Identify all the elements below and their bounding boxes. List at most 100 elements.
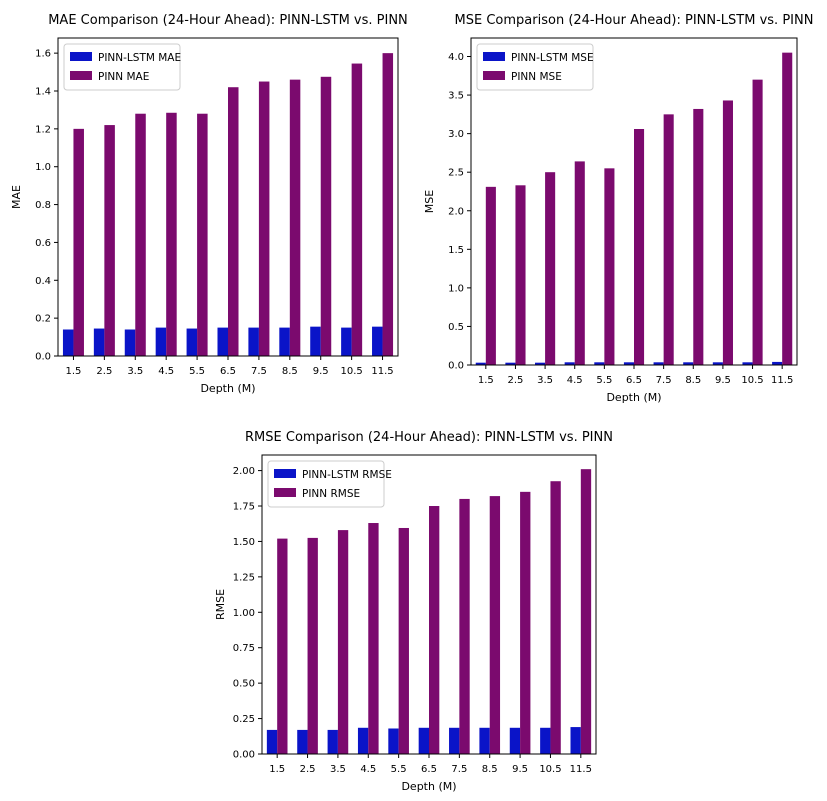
pinn-lstm-bar-8.5 [683, 362, 694, 365]
pinn-lstm-bar-1.5 [475, 362, 486, 365]
legend-label: PINN MAE [98, 71, 149, 83]
x-tick-label: 5.5 [391, 764, 407, 775]
legend-box [63, 43, 181, 91]
pinn-bar-5.5 [398, 527, 409, 754]
legend-swatch [274, 469, 296, 478]
y-tick-label: 0.25 [233, 714, 255, 725]
x-tick-label: 6.5 [626, 375, 642, 386]
pinn-bar-3.5 [545, 172, 556, 365]
x-tick-label: 7.5 [451, 764, 467, 775]
x-tick-label: 4.5 [360, 764, 376, 775]
legend-swatch [70, 71, 92, 80]
x-axis-label: Depth (M) [606, 391, 661, 404]
pinn-lstm-bar-4.5 [155, 327, 167, 356]
legend-box [476, 43, 594, 91]
x-tick-label: 6.5 [220, 366, 236, 377]
legend-label: PINN-LSTM RMSE [302, 469, 392, 481]
x-tick-label: 11.5 [570, 764, 592, 775]
y-axis-label: MSE [423, 190, 436, 213]
y-axis-label: MAE [10, 185, 23, 209]
y-tick-label: 0.00 [233, 750, 255, 761]
y-tick-label: 3.5 [448, 91, 464, 102]
pinn-bar-10.5 [550, 481, 561, 754]
pinn-lstm-bar-2.5 [297, 729, 308, 754]
pinn-bar-1.5 [73, 128, 84, 356]
pinn-bar-2.5 [307, 537, 318, 754]
pinn-lstm-bar-9.5 [712, 362, 723, 365]
pinn-lstm-bar-3.5 [535, 362, 546, 365]
x-tick-label: 10.5 [539, 764, 561, 775]
pinn-lstm-bar-2.5 [93, 328, 105, 356]
pinn-lstm-bar-10.5 [341, 327, 352, 356]
y-tick-label: 1.75 [233, 502, 255, 513]
y-tick-label: 0.75 [233, 643, 255, 654]
y-tick-label: 1.50 [233, 537, 255, 548]
legend-box [267, 460, 385, 508]
x-tick-label: 2.5 [300, 764, 316, 775]
pinn-lstm-bar-1.5 [62, 329, 74, 356]
x-tick-label: 8.5 [282, 366, 298, 377]
pinn-bar-8.5 [693, 108, 704, 366]
y-tick-label: 0.0 [35, 352, 51, 363]
pinn-lstm-bar-11.5 [372, 326, 383, 356]
pinn-lstm-bar-6.5 [623, 362, 634, 365]
x-tick-label: 10.5 [741, 375, 763, 386]
pinn-bar-7.5 [663, 114, 674, 366]
x-tick-label: 7.5 [251, 366, 267, 377]
pinn-lstm-bar-10.5 [540, 727, 551, 754]
y-tick-label: 0.50 [233, 679, 255, 690]
x-tick-label: 6.5 [421, 764, 437, 775]
pinn-bar-6.5 [228, 87, 239, 356]
pinn-lstm-bar-2.5 [505, 362, 516, 365]
pinn-lstm-bar-5.5 [186, 328, 198, 356]
pinn-bar-8.5 [489, 496, 501, 754]
y-tick-label: 0.4 [35, 276, 51, 287]
y-tick-label: 1.0 [35, 162, 51, 173]
pinn-lstm-bar-11.5 [570, 727, 581, 754]
pinn-lstm-bar-4.5 [564, 362, 575, 365]
x-tick-label: 10.5 [341, 366, 363, 377]
legend-swatch [483, 52, 505, 61]
y-tick-label: 4.0 [448, 52, 464, 63]
pinn-lstm-bar-7.5 [653, 362, 664, 365]
pinn-lstm-bar-8.5 [279, 327, 290, 356]
pinn-lstm-bar-3.5 [327, 729, 338, 754]
pinn-bar-11.5 [580, 469, 592, 754]
pinn-bar-9.5 [320, 76, 332, 356]
y-axis-label: RMSE [214, 589, 227, 620]
pinn-bar-3.5 [135, 113, 146, 356]
pinn-lstm-bar-4.5 [357, 727, 369, 754]
pinn-bar-6.5 [634, 129, 645, 365]
y-tick-label: 1.0 [448, 283, 464, 294]
pinn-bar-11.5 [782, 52, 793, 366]
mae-chart: MAE Comparison (24-Hour Ahead): PINN-LST… [10, 13, 408, 395]
pinn-lstm-bar-9.5 [310, 326, 321, 356]
pinn-lstm-bar-7.5 [248, 327, 259, 356]
x-tick-label: 11.5 [771, 375, 793, 386]
x-axis-label: Depth (M) [401, 780, 456, 793]
pinn-bar-2.5 [104, 125, 115, 356]
pinn-bar-5.5 [197, 113, 208, 356]
legend-label: PINN-LSTM MSE [511, 52, 594, 64]
y-tick-label: 2.5 [448, 168, 464, 179]
y-tick-label: 2.0 [448, 206, 464, 217]
x-tick-label: 2.5 [96, 366, 112, 377]
pinn-bar-3.5 [337, 530, 349, 754]
x-tick-label: 1.5 [269, 764, 285, 775]
pinn-lstm-bar-10.5 [742, 362, 753, 365]
chart-title: RMSE Comparison (24-Hour Ahead): PINN-LS… [245, 430, 613, 445]
y-tick-label: 1.00 [233, 608, 255, 619]
legend-swatch [274, 488, 296, 497]
pinn-lstm-bar-6.5 [217, 327, 228, 356]
pinn-bar-10.5 [752, 79, 763, 365]
x-tick-label: 11.5 [371, 366, 393, 377]
pinn-lstm-bar-11.5 [772, 361, 783, 365]
pinn-bar-4.5 [166, 112, 177, 357]
x-tick-label: 5.5 [189, 366, 205, 377]
chart-title: MAE Comparison (24-Hour Ahead): PINN-LST… [48, 13, 408, 28]
x-tick-label: 9.5 [313, 366, 329, 377]
legend-swatch [483, 71, 505, 80]
mse-chart: MSE Comparison (24-Hour Ahead): PINN-LST… [423, 13, 813, 404]
x-tick-label: 2.5 [508, 375, 524, 386]
rmse-chart: RMSE Comparison (24-Hour Ahead): PINN-LS… [214, 430, 613, 793]
